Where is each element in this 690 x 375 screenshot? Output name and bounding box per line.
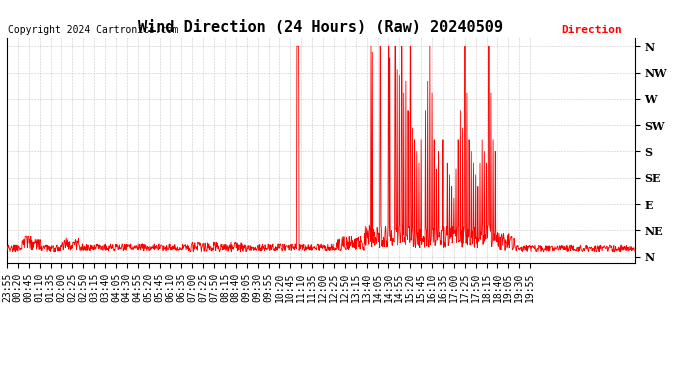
Title: Wind Direction (24 Hours) (Raw) 20240509: Wind Direction (24 Hours) (Raw) 20240509 — [139, 20, 503, 35]
Text: Direction: Direction — [562, 25, 622, 35]
Text: Copyright 2024 Cartronics.com: Copyright 2024 Cartronics.com — [8, 25, 179, 35]
